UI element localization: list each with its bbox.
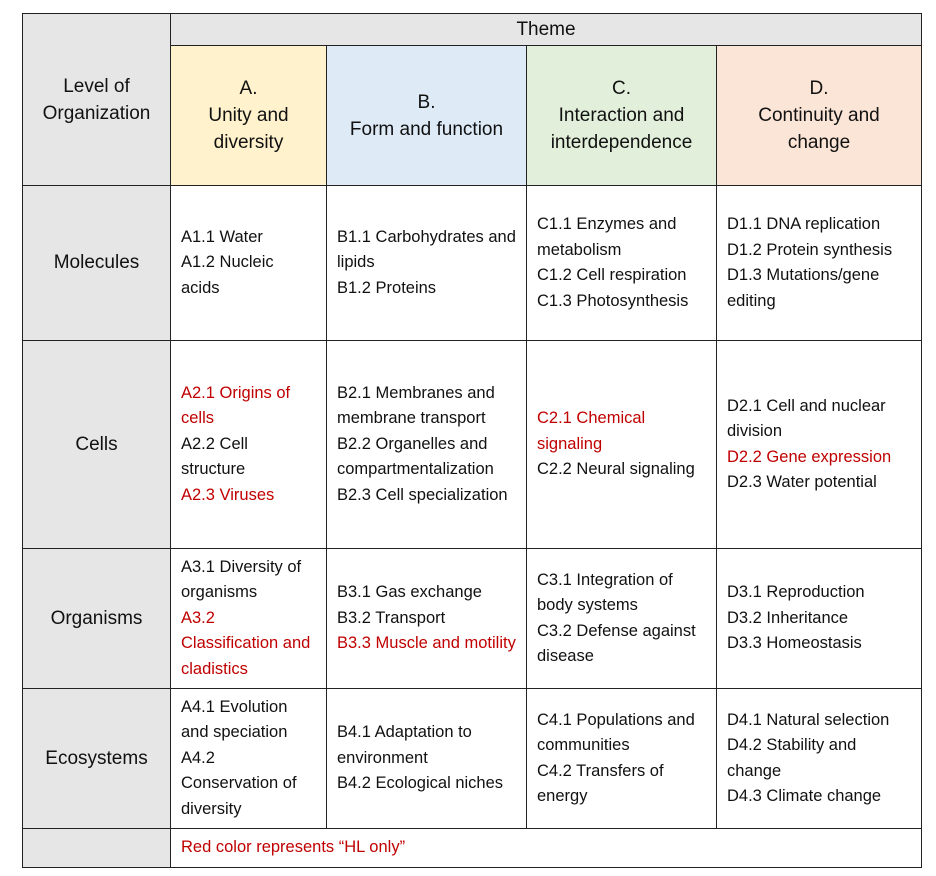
level-row-ecosystems: Ecosystems A4.1 Evolution and speciation A…: [22, 688, 923, 829]
topic-cell: D2.1 Cell and nuclear division D2.2 Gene …: [715, 340, 923, 549]
topic-item: A1.2 Nucleic acids: [181, 253, 274, 297]
topic-item: C3.2 Defense against disease: [537, 621, 696, 666]
level-of-organization-header: Level of Organization: [22, 13, 171, 186]
level-row-organisms: Organisms A3.1 Diversity of organisms A3.2…: [22, 548, 923, 689]
theme-letter: B.: [417, 91, 436, 113]
topic-item: B2.3 Cell specialization: [337, 485, 508, 504]
topic-cell: A4.1 Evolution and speciation A4.2 Conser…: [170, 688, 327, 829]
topic-item: D1.1 DNA replication: [727, 215, 881, 233]
topic-item-hl: D2.2 Gene expression: [727, 447, 892, 466]
topic-item: D4.3 Climate change: [727, 787, 882, 805]
topic-item: B2.2 Organelles and compartmentalization: [337, 434, 494, 479]
topic-item: B2.1 Membranes and membrane transport: [337, 383, 495, 428]
topic-item: C2.2 Neural signaling: [537, 460, 695, 479]
themes-table: Level of Organization Theme A. Unity and …: [22, 13, 923, 868]
topic-item: B4.1 Adaptation to environment: [337, 723, 472, 767]
level-row-cells: Cells A2.1 Origins of cells A2.2 Cell stru…: [22, 340, 923, 549]
topic-item-hl: A3.2 Classification and cladistics: [181, 608, 311, 678]
theme-header: Theme: [169, 13, 923, 46]
theme-header-a: A. Unity and diversity: [170, 45, 327, 186]
theme-name: Interaction and interdependence: [550, 105, 693, 153]
topic-item: A4.1 Evolution and speciation: [181, 697, 288, 742]
topic-cell: B3.1 Gas exchange B3.2 Transport B3.3 Musc…: [326, 548, 527, 689]
level-label: Ecosystems: [22, 688, 171, 829]
topic-cell: D3.1 Reproduction D3.2 Inheritance D3.3 Ho…: [715, 548, 923, 689]
topic-cell: B1.1 Carbohydrates and lipids B1.2 Protei…: [326, 185, 527, 341]
topic-item: B1.1 Carbohydrates and lipids: [337, 227, 516, 272]
topic-item: A3.1 Diversity of organisms: [181, 557, 302, 602]
topic-cell: C1.1 Enzymes and metabolism C1.2 Cell res…: [526, 185, 717, 341]
topic-item: D3.2 Inheritance: [727, 608, 849, 627]
theme-header-c: C. Interaction and interdependence: [526, 45, 717, 186]
theme-header-b: B. Form and function: [326, 45, 527, 186]
topic-item: D2.1 Cell and nuclear division: [727, 396, 886, 441]
level-label: Organisms: [22, 548, 171, 689]
topic-item-hl: A2.1 Origins of cells: [181, 383, 291, 428]
topic-cell: B2.1 Membranes and membrane transport B2.…: [326, 340, 527, 549]
topic-cell: A2.1 Origins of cells A2.2 Cell structure…: [170, 340, 327, 549]
topic-cell: C3.1 Integration of body systems C3.2 Def…: [526, 548, 717, 689]
footnote: Red color represents “HL only”: [169, 828, 923, 868]
topic-cell: C4.1 Populations and communities C4.2 Tra…: [526, 688, 717, 829]
topic-cell: A3.1 Diversity of organisms A3.2 Classifi…: [170, 548, 327, 689]
topic-item: C4.1 Populations and communities: [537, 710, 695, 755]
topic-item: D4.2 Stability and change: [727, 736, 857, 780]
theme-header-d: D. Continuity and change: [715, 45, 923, 186]
topic-item: B3.2 Transport: [337, 608, 446, 627]
footnote-spacer: [22, 828, 171, 868]
topic-cell: D4.1 Natural selection D4.2 Stability and…: [715, 688, 923, 829]
topic-item: C4.2 Transfers of energy: [537, 761, 664, 806]
level-row-molecules: Molecules A1.1 Water A1.2 Nucleic acids B1.…: [22, 185, 923, 341]
topic-item: C1.3 Photosynthesis: [537, 291, 689, 310]
theme-letter: A.: [239, 78, 258, 99]
topic-item: B3.1 Gas exchange: [337, 583, 482, 602]
topic-cell: A1.1 Water A1.2 Nucleic acids: [170, 185, 327, 341]
topic-item: D4.1 Natural selection: [727, 710, 890, 729]
topic-item: D3.3 Homeostasis: [727, 634, 862, 653]
topic-item: A1.1 Water: [181, 227, 263, 246]
topic-item: A2.2 Cell structure: [181, 434, 248, 479]
topic-cell: D1.1 DNA replication D1.2 Protein synthes…: [715, 185, 923, 341]
topic-item: B1.2 Proteins: [337, 278, 437, 297]
theme-name: Continuity and change: [758, 105, 880, 153]
level-label: Molecules: [22, 185, 171, 341]
topic-cell: C2.1 Chemical signaling C2.2 Neural signa…: [526, 340, 717, 549]
topic-item: A4.2 Conservation of diversity: [181, 748, 297, 818]
topic-item-hl: A2.3 Viruses: [181, 485, 275, 504]
topic-item: B4.2 Ecological niches: [337, 774, 504, 793]
theme-name: Form and function: [349, 118, 504, 140]
theme-letter: C.: [612, 78, 631, 99]
topic-item: D3.1 Reproduction: [727, 583, 865, 602]
topic-item: D1.3 Mutations/gene editing: [727, 266, 880, 310]
topic-item: D1.2 Protein synthesis: [727, 240, 893, 259]
topic-item-hl: C2.1 Chemical signaling: [537, 409, 646, 453]
topic-cell: B4.1 Adaptation to environment B4.2 Ecolo…: [326, 688, 527, 829]
topic-item: D2.3 Water potential: [727, 473, 877, 491]
level-label: Cells: [22, 340, 171, 549]
theme-letter: D.: [809, 78, 829, 99]
topic-item-hl: B3.3 Muscle and motility: [337, 634, 516, 653]
topic-item: C3.1 Integration of body systems: [537, 570, 673, 615]
topic-item: C1.1 Enzymes and metabolism: [537, 215, 677, 259]
theme-name: Unity and diversity: [208, 105, 289, 153]
topic-item: C1.2 Cell respiration: [537, 266, 687, 284]
